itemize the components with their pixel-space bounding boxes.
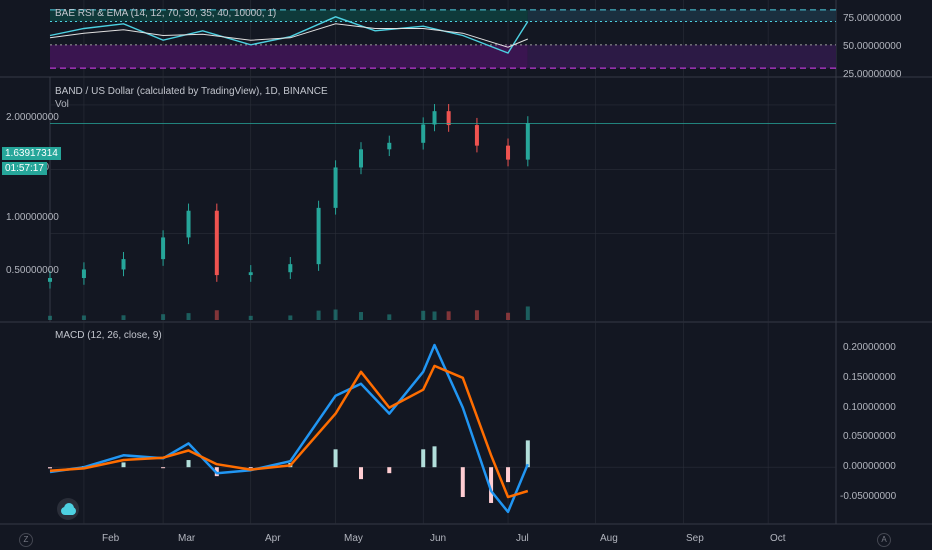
volume-bar: [446, 311, 451, 320]
volume-bar: [387, 314, 392, 320]
macd-tick-neg-0-05: -0.05000000: [840, 491, 897, 502]
rsi-tick-75: 75.00000000: [843, 13, 902, 24]
volume-bar: [121, 315, 126, 320]
volume-bar: [248, 315, 253, 320]
time-label-sep: Sep: [686, 533, 704, 544]
macd-histogram-bar: [460, 467, 465, 497]
rsi-line: [49, 16, 529, 54]
time-label-feb: Feb: [102, 533, 120, 544]
volume-bar: [81, 315, 86, 320]
cloud-logo-button[interactable]: [57, 498, 79, 520]
volume-bar: [359, 312, 364, 320]
macd-histogram-bar: [48, 467, 52, 469]
volume-bar: [214, 310, 219, 320]
macd-tick-0-15: 0.15000000: [843, 372, 896, 383]
candle-body: [506, 145, 511, 160]
macd-histogram-bar: [421, 449, 426, 468]
candle-body: [248, 272, 253, 276]
time-label-may: May: [344, 533, 363, 544]
volume-bar: [421, 310, 426, 320]
candle-body: [474, 125, 479, 146]
candle-body: [81, 269, 86, 279]
rsi-forecast-zone: [527, 44, 836, 69]
autoscale-toggle[interactable]: A: [877, 533, 891, 547]
price-title: BAND / US Dollar (calculated by TradingV…: [55, 86, 328, 97]
volume-bar: [474, 310, 479, 320]
time-label-jul: Jul: [516, 533, 529, 544]
macd-tick-0-20: 0.20000000: [843, 342, 896, 353]
time-label-mar: Mar: [178, 533, 196, 544]
macd-histogram-bar: [248, 467, 253, 469]
price-tick-0-5: 0.50000000: [6, 265, 59, 276]
rsi-overbought-zone: [50, 9, 528, 22]
volume-bar: [432, 311, 437, 320]
volume-bar: [506, 312, 511, 320]
candle-body: [359, 149, 364, 168]
macd-tick-0: 0.00000000: [843, 461, 896, 472]
rsi-forecast-zone: [527, 9, 836, 22]
candle-body: [316, 207, 321, 265]
macd-histogram-bar: [489, 467, 494, 503]
macd-histogram-bar: [333, 449, 338, 468]
macd-histogram-bar: [359, 467, 364, 480]
macd-histogram-bar: [525, 440, 530, 468]
candle-body: [186, 210, 191, 238]
macd-line: [49, 343, 529, 514]
volume-bar: [288, 315, 293, 320]
volume-bar: [333, 309, 338, 320]
candle-body: [387, 142, 392, 150]
volume-bar: [316, 310, 321, 320]
candle-body: [214, 210, 219, 276]
macd-histogram-bar: [161, 467, 166, 469]
volume-bar: [48, 315, 52, 320]
macd-histogram-bar: [121, 462, 126, 468]
countdown-badge: 01:57:17: [2, 162, 47, 175]
candle-body: [333, 167, 338, 208]
last-price-badge: 1.63917314: [2, 147, 61, 160]
candle-body: [48, 278, 52, 282]
rsi-oversold-zone: [50, 44, 528, 69]
candle-body: [446, 111, 451, 126]
rsi-tick-50: 50.00000000: [843, 41, 902, 52]
volume-bar: [525, 306, 530, 320]
macd-histogram-bar: [186, 460, 191, 468]
time-label-jun: Jun: [430, 533, 447, 544]
rsi-title: BAE RSI & EMA (14, 12, 70, 30, 35, 40, 1…: [55, 8, 277, 19]
macd-tick-0-05: 0.05000000: [843, 431, 896, 442]
candle-body: [121, 259, 126, 270]
candle-body: [161, 237, 166, 260]
price-tick-2: 2.00000000: [6, 112, 59, 123]
candle-body: [432, 111, 437, 125]
candle-body: [288, 264, 293, 273]
volume-bar: [161, 314, 166, 320]
candle-body: [421, 124, 426, 143]
rsi-ema-line: [49, 23, 528, 48]
macd-histogram-bar: [506, 467, 511, 483]
macd-tick-0-10: 0.10000000: [843, 402, 896, 413]
timezone-toggle[interactable]: Z: [19, 533, 33, 547]
volume-label: Vol: [55, 99, 69, 110]
signal-line: [49, 364, 529, 499]
macd-title: MACD (12, 26, close, 9): [55, 330, 162, 341]
time-label-apr: Apr: [265, 533, 281, 544]
time-label-oct: Oct: [770, 533, 786, 544]
macd-histogram-bar: [432, 446, 437, 468]
candle-body: [525, 123, 530, 160]
rsi-tick-25: 25.00000000: [843, 69, 902, 80]
cloud-icon: [61, 503, 76, 515]
time-label-aug: Aug: [600, 533, 618, 544]
price-tick-1: 1.00000000: [6, 212, 59, 223]
volume-bar: [186, 313, 191, 320]
macd-histogram-bar: [387, 467, 392, 474]
